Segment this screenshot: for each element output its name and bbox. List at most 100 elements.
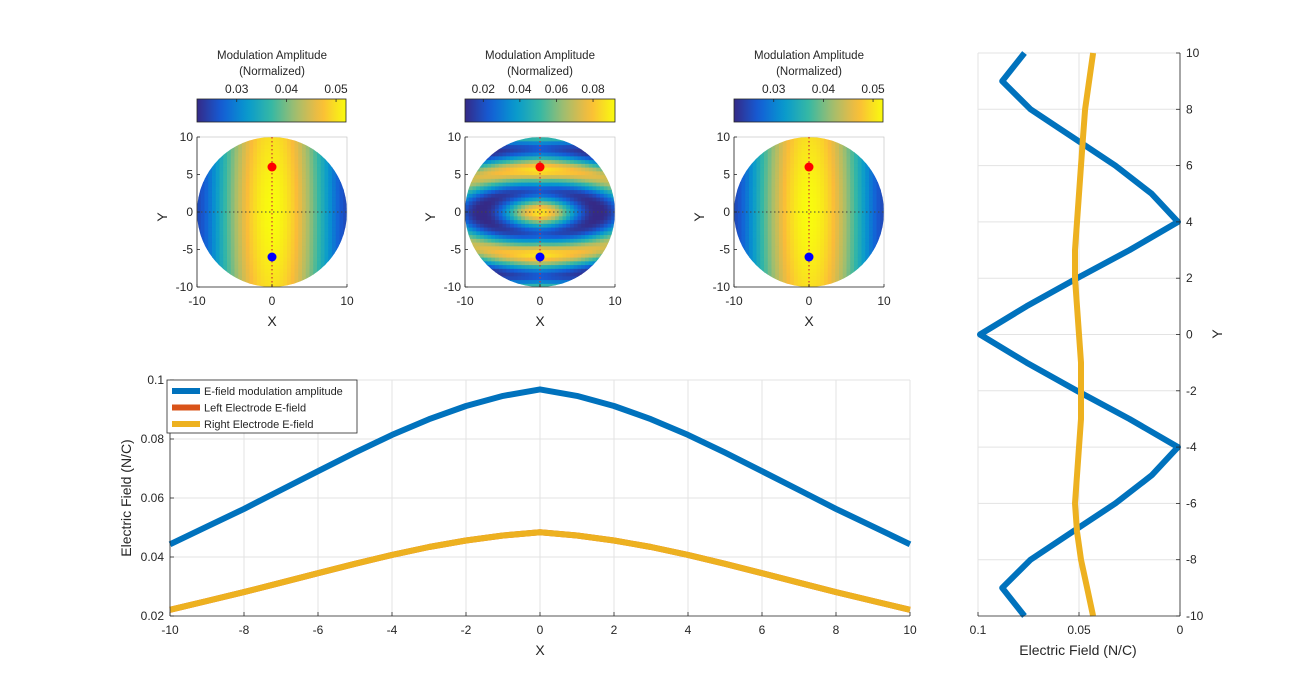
- y-tick-label: -8: [1186, 553, 1197, 567]
- x-tick-label: 0: [806, 294, 813, 308]
- x-tick-label: 0: [537, 294, 544, 308]
- heatmap-disk: [734, 137, 884, 287]
- y-tick-label: 5: [186, 168, 193, 182]
- electrode-blue-marker: [267, 252, 277, 262]
- colorbar-tick-label: 0.05: [324, 82, 348, 96]
- colorbar-tick-label: 0.03: [225, 82, 249, 96]
- series-line-2: [1072, 52, 1097, 617]
- y-tick-label: 0.06: [141, 491, 165, 505]
- x-axis-label: X: [804, 313, 814, 329]
- y-tick-label: -6: [1186, 496, 1197, 510]
- colorbar-tick-label: 0.06: [545, 82, 569, 96]
- electrode-red-marker: [535, 162, 545, 172]
- colorbar-title: Modulation Amplitude: [217, 50, 327, 62]
- x-tick-label: 0: [537, 623, 544, 637]
- colorbar-tick-label: 0.04: [275, 82, 299, 96]
- colorbar: [464, 98, 616, 123]
- y-tick-label: -5: [450, 243, 461, 257]
- legend: E-field modulation amplitude Left Electro…: [166, 379, 358, 434]
- x-tick-label: -6: [313, 623, 324, 637]
- series-line-1: [168, 386, 912, 548]
- x-axis-label: Electric Field (N/C): [1019, 642, 1136, 658]
- electrode-blue-marker: [535, 252, 545, 262]
- y-tick-label: -4: [1186, 440, 1197, 454]
- colorbar-subtitle: (Normalized): [239, 66, 305, 78]
- y-tick-label: 8: [1186, 102, 1193, 116]
- electrode-red-marker: [267, 162, 277, 172]
- heatmap-panel-3: Modulation Amplitude (Normalized) 0.03 0.04…: [691, 50, 891, 329]
- colorbar-tick-label: 0.04: [508, 82, 532, 96]
- y-tick-label: 0.04: [141, 550, 165, 564]
- y-tick-label: 0.1: [147, 373, 164, 387]
- y-tick-label: 5: [454, 168, 461, 182]
- x-tick-label: 0: [269, 294, 276, 308]
- y-tick-label: -10: [713, 280, 731, 294]
- x-tick-label: 8: [833, 623, 840, 637]
- colorbar-tick-label: 0.04: [812, 82, 836, 96]
- y-tick-label: 0.02: [141, 609, 165, 623]
- colorbar-tick-label: 0.08: [581, 82, 605, 96]
- y-tick-label: 0: [723, 205, 730, 219]
- legend-entry: Left Electrode E-field: [204, 403, 306, 415]
- colorbar-subtitle: (Normalized): [507, 66, 573, 78]
- y-tick-label: -2: [1186, 384, 1197, 398]
- y-tick-label: 4: [1186, 215, 1193, 229]
- x-tick-label: 10: [608, 294, 622, 308]
- x-tick-label: -8: [239, 623, 250, 637]
- x-tick-label: -2: [461, 623, 472, 637]
- series-line-3: [169, 529, 911, 613]
- x-axis-label: X: [267, 313, 277, 329]
- y-tick-label: -5: [719, 243, 730, 257]
- x-tick-label: 10: [903, 623, 917, 637]
- x-axis-label: X: [535, 313, 545, 329]
- heatmap-panel-1: Modulation Amplitude (Normalized) 0.03 0.04…: [154, 50, 354, 329]
- x-tick-label: -10: [161, 623, 179, 637]
- x-tick-label: 0.1: [970, 623, 987, 637]
- x-tick-label: -4: [387, 623, 398, 637]
- y-tick-label: 10: [717, 130, 731, 144]
- y-axis-label: Y: [1209, 329, 1225, 339]
- y-tick-label: 2: [1186, 271, 1193, 285]
- colorbar-tick-label: 0.03: [762, 82, 786, 96]
- y-tick-label: -10: [176, 280, 194, 294]
- series-line-1: [977, 51, 1181, 618]
- y-tick-label: -10: [444, 280, 462, 294]
- y-tick-label: -5: [182, 243, 193, 257]
- x-tick-label: 10: [340, 294, 354, 308]
- y-axis-label: Electric Field (N/C): [118, 439, 134, 556]
- colorbar-tick-label: 0.02: [472, 82, 496, 96]
- colorbar-title: Modulation Amplitude: [485, 50, 595, 62]
- x-axis-label: X: [535, 642, 545, 658]
- x-tick-label: -10: [456, 294, 474, 308]
- legend-entry: Right Electrode E-field: [204, 419, 313, 431]
- x-tick-label: 10: [877, 294, 891, 308]
- line-chart-bottom: -10 -8 -6 -4 -2 0 2 4 6 8 10 0.02 0.04 0.06 0.08 0.1 X El…: [118, 373, 917, 658]
- y-axis-label: Y: [691, 212, 707, 222]
- colorbar-subtitle: (Normalized): [776, 66, 842, 78]
- x-tick-label: -10: [188, 294, 206, 308]
- y-tick-label: 10: [448, 130, 462, 144]
- y-tick-label: 0: [454, 205, 461, 219]
- y-tick-label: -10: [1186, 609, 1204, 623]
- y-tick-label: 0: [186, 205, 193, 219]
- x-tick-label: 0: [1177, 623, 1184, 637]
- electrode-blue-marker: [804, 252, 814, 262]
- x-tick-label: 4: [685, 623, 692, 637]
- y-tick-label: 5: [723, 168, 730, 182]
- x-tick-label: -10: [725, 294, 743, 308]
- x-tick-label: 0.05: [1067, 623, 1091, 637]
- y-tick-label: 0.08: [141, 432, 165, 446]
- y-tick-label: 10: [180, 130, 194, 144]
- x-tick-label: 2: [611, 623, 618, 637]
- heatmap-panel-2: Modulation Amplitude (Normalized) 0.02 0.04…: [422, 50, 622, 329]
- x-tick-label: 6: [759, 623, 766, 637]
- y-axis-label: Y: [154, 212, 170, 222]
- y-tick-label: 10: [1186, 46, 1200, 60]
- colorbar: [196, 98, 347, 123]
- y-tick-label: 6: [1186, 159, 1193, 173]
- y-tick-label: 0: [1186, 328, 1193, 342]
- colorbar-tick-label: 0.05: [861, 82, 885, 96]
- electrode-red-marker: [804, 162, 814, 172]
